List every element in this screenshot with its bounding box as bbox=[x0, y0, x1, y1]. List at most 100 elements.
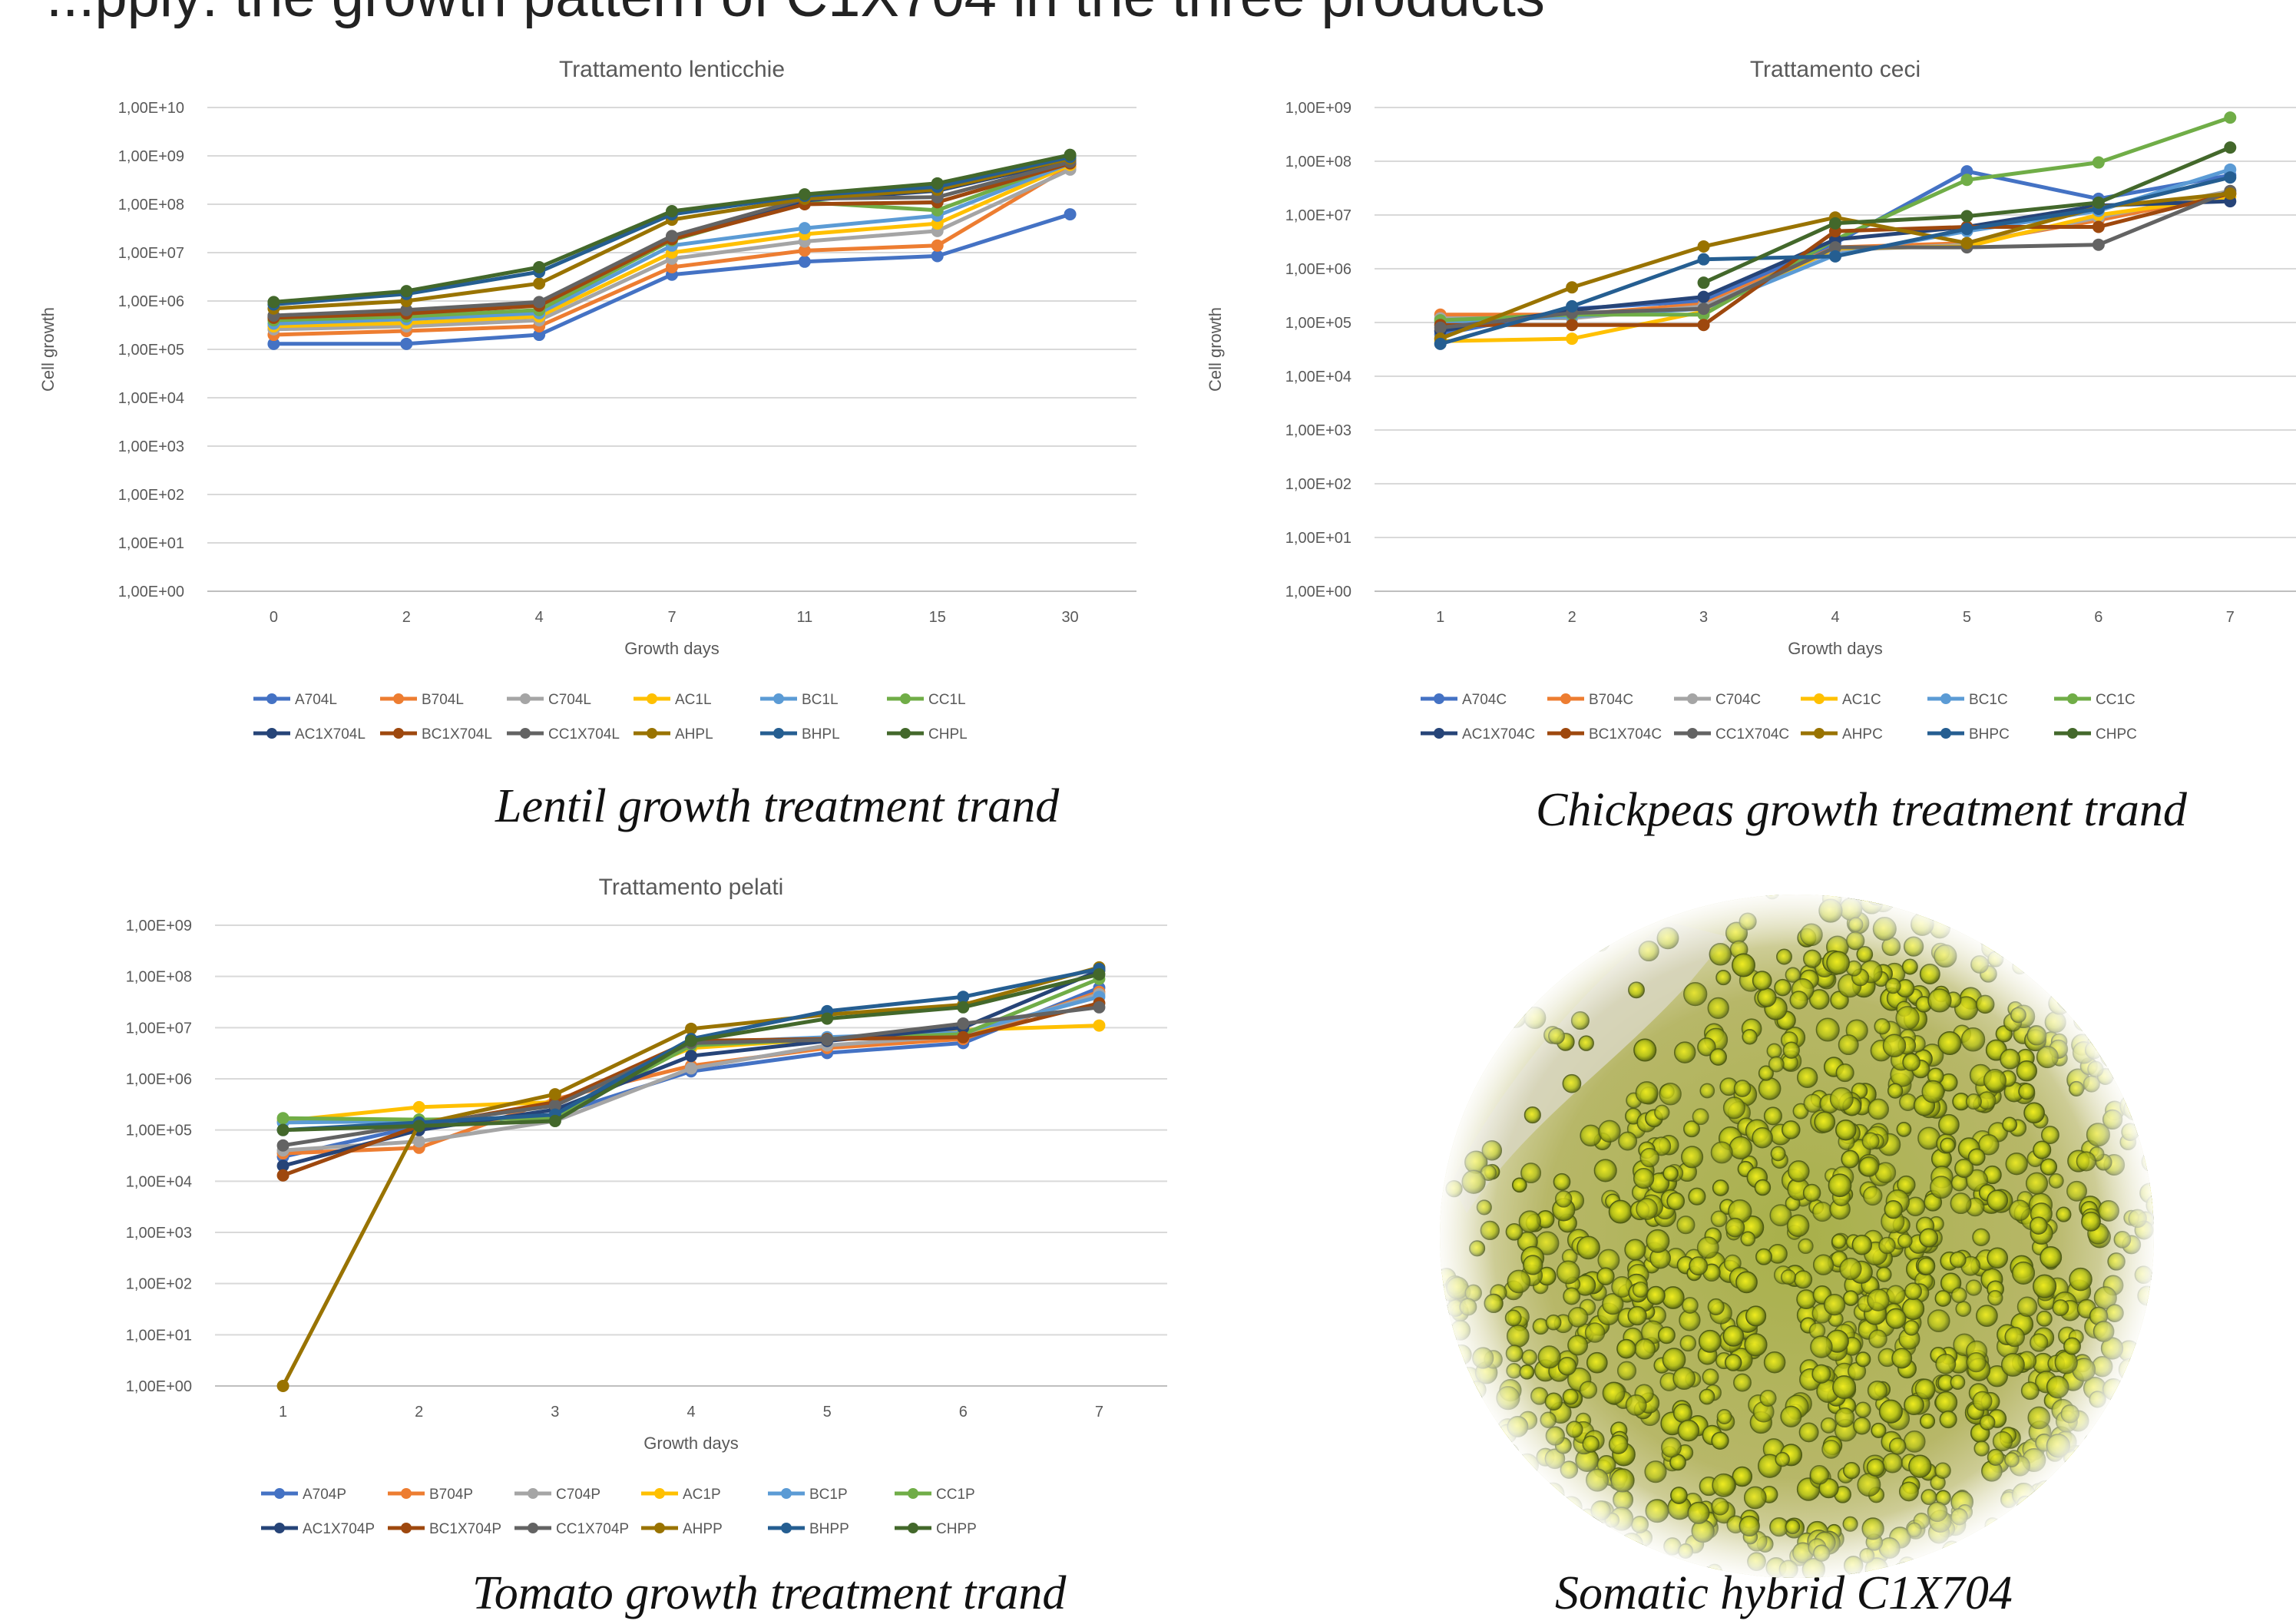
chickpeas-y-tick-label: 1,00E+04 bbox=[1285, 369, 1351, 385]
chickpeas-legend-marker bbox=[1940, 728, 1951, 739]
lentil-y-tick-label: 1,00E+07 bbox=[118, 245, 184, 262]
lentil-legend-label: BC1X704L bbox=[422, 726, 492, 743]
tomato-legend-label: BC1X704P bbox=[429, 1521, 501, 1537]
tomato-y-tick-label: 1,00E+03 bbox=[126, 1225, 192, 1242]
tomato-data-point-CC1X704P bbox=[276, 1139, 289, 1152]
tomato-data-point-AC1X704P bbox=[685, 1050, 697, 1063]
lentil-data-point-A704L bbox=[931, 250, 944, 263]
tomato-legend-marker bbox=[401, 1523, 412, 1533]
chickpeas-data-point-BHPC bbox=[1434, 337, 1447, 350]
chickpeas-legend-label: C704C bbox=[1715, 692, 1761, 708]
tomato-data-point-CHPP bbox=[548, 1114, 561, 1127]
lentil-data-point-CC1X704L bbox=[666, 230, 678, 243]
tomato-data-point-CC1P bbox=[276, 1112, 289, 1125]
lentil-data-point-A704L bbox=[1064, 208, 1077, 221]
chickpeas-legend-label: AHPC bbox=[1842, 726, 1883, 743]
tomato-data-point-CC1X704P bbox=[548, 1099, 561, 1112]
lentil-legend-marker bbox=[647, 728, 657, 739]
chickpeas-data-point-CC1C bbox=[2224, 111, 2237, 124]
tomato-data-point-CHPP bbox=[957, 1001, 970, 1014]
tomato-y-tick-label: 1,00E+06 bbox=[126, 1071, 192, 1088]
chickpeas-legend-marker bbox=[1814, 728, 1825, 739]
chickpeas-data-point-CC1X704C bbox=[1697, 303, 1710, 316]
chickpeas-legend-marker bbox=[1434, 728, 1444, 739]
lentil-legend-marker bbox=[266, 728, 277, 739]
lentil-y-tick-label: 1,00E+08 bbox=[118, 197, 184, 213]
lentil-legend-label: CHPL bbox=[928, 726, 968, 743]
tomato-legend-label: A704P bbox=[303, 1487, 346, 1503]
tomato-svg: Trattamento pelati 1,00E+00 1,00E+01 1,00E+… bbox=[126, 875, 1167, 1537]
chickpeas-y-axis-label: Cell growth bbox=[1206, 307, 1225, 392]
tomato-legend-label: BC1P bbox=[809, 1487, 848, 1503]
chickpeas-data-point-AHPC bbox=[2224, 187, 2237, 200]
chickpeas-data-point-CHPC bbox=[1697, 276, 1710, 289]
tomato-legend-label: AHPP bbox=[683, 1521, 723, 1537]
lentil-data-point-CC1X704L bbox=[533, 296, 546, 309]
tomato-data-point-CC1X704P bbox=[821, 1034, 834, 1047]
chickpeas-legend-marker bbox=[2067, 693, 2078, 704]
lentil-data-point-CHPL bbox=[267, 296, 280, 309]
chickpeas-chart: Trattamento ceci 1,00E+00 1,00E+01 1,00E+02… bbox=[1198, 38, 2296, 768]
lentil-legend-label: BHPL bbox=[802, 726, 840, 743]
tomato-x-axis-label: Growth days bbox=[643, 1434, 739, 1453]
chickpeas-data-point-CHPC bbox=[2224, 141, 2237, 154]
tomato-y-tick-label: 1,00E+04 bbox=[126, 1173, 192, 1190]
tomato-legend-marker bbox=[781, 1523, 792, 1533]
tomato-y-tick-label: 1,00E+07 bbox=[126, 1020, 192, 1037]
lentil-data-point-CHPL bbox=[1064, 148, 1077, 161]
lentil-x-tick-label: 0 bbox=[270, 609, 278, 626]
lentil-data-point-CHPL bbox=[931, 177, 944, 190]
lentil-data-point-AHPL bbox=[533, 277, 546, 290]
tomato-chart: Trattamento pelati 1,00E+00 1,00E+01 1,00E+… bbox=[77, 856, 1175, 1593]
tomato-legend-label: CC1P bbox=[936, 1487, 975, 1503]
chickpeas-data-point-CC1X704C bbox=[1829, 241, 1841, 254]
chickpeas-y-tick-label: 1,00E+05 bbox=[1285, 315, 1351, 332]
page-header-text: ...pply: the growth pattern of C1X704 in… bbox=[46, 0, 1545, 30]
lentil-legend-label: BC1L bbox=[802, 692, 839, 708]
lentil-legend-label: B704L bbox=[422, 692, 464, 708]
tomato-data-point-AC1P bbox=[412, 1100, 425, 1113]
lentil-x-tick-label: 15 bbox=[929, 609, 946, 626]
lentil-legend-marker bbox=[520, 728, 531, 739]
lentil-legend-label: A704L bbox=[295, 692, 337, 708]
tomato-legend-label: C704P bbox=[556, 1487, 600, 1503]
lentil-legend-marker bbox=[520, 693, 531, 704]
tomato-x-tick-label: 7 bbox=[1095, 1404, 1103, 1421]
lentil-legend-marker bbox=[266, 693, 277, 704]
lentil-y-axis-label: Cell growth bbox=[38, 307, 58, 392]
tomato-legend-label: CC1X704P bbox=[556, 1521, 629, 1537]
lentil-x-tick-label: 4 bbox=[535, 609, 544, 626]
tomato-legend-label: B704P bbox=[429, 1487, 473, 1503]
lentil-chart: Trattamento lenticchie 1,00E+00 1,00E+01 1,… bbox=[31, 31, 1152, 768]
chickpeas-x-tick-label: 7 bbox=[2226, 609, 2235, 626]
chickpeas-data-point-BHPC bbox=[1829, 250, 1841, 263]
tomato-data-point-CC1X704P bbox=[1093, 1001, 1106, 1014]
lentil-data-point-A704L bbox=[533, 329, 546, 342]
chickpeas-legend-label: CHPC bbox=[2096, 726, 2137, 743]
chickpeas-data-point-BHPC bbox=[2224, 171, 2237, 184]
chickpeas-data-point-CC1X704C bbox=[2092, 238, 2105, 251]
tomato-y-tick-label: 1,00E+09 bbox=[126, 918, 192, 934]
tomato-data-point-AHPP bbox=[276, 1380, 289, 1392]
lentil-y-tick-label: 1,00E+06 bbox=[118, 293, 184, 310]
tomato-caption: Tomato growth treatment trand bbox=[472, 1567, 1067, 1619]
tomato-legend-marker bbox=[274, 1488, 285, 1499]
chickpeas-data-point-CC1C bbox=[1960, 174, 1973, 187]
chickpeas-data-point-AC1C bbox=[1566, 332, 1579, 346]
lentil-y-tick-label: 1,00E+00 bbox=[118, 584, 184, 600]
lentil-data-point-CHPL bbox=[666, 204, 678, 217]
chickpeas-data-point-CC1C bbox=[2092, 156, 2105, 169]
tomato-data-point-AHPP bbox=[548, 1088, 561, 1101]
tomato-data-point-C704P bbox=[685, 1062, 697, 1075]
chickpeas-legend-label: AC1C bbox=[1842, 692, 1881, 708]
tomato-legend-marker bbox=[908, 1488, 918, 1499]
tomato-x-tick-label: 6 bbox=[959, 1404, 968, 1421]
chickpeas-data-point-CHPC bbox=[2092, 196, 2105, 209]
chickpeas-legend-label: BC1X704C bbox=[1589, 726, 1662, 743]
lentil-y-tick-label: 1,00E+01 bbox=[118, 535, 184, 552]
page-header-fragment: ...pply: the growth pattern of C1X704 in… bbox=[0, 0, 2296, 31]
chickpeas-data-point-BHPC bbox=[1697, 253, 1710, 266]
tomato-legend-label: AC1P bbox=[683, 1487, 721, 1503]
chickpeas-legend-label: BC1C bbox=[1969, 692, 2008, 708]
lentil-x-tick-label: 2 bbox=[402, 609, 411, 626]
